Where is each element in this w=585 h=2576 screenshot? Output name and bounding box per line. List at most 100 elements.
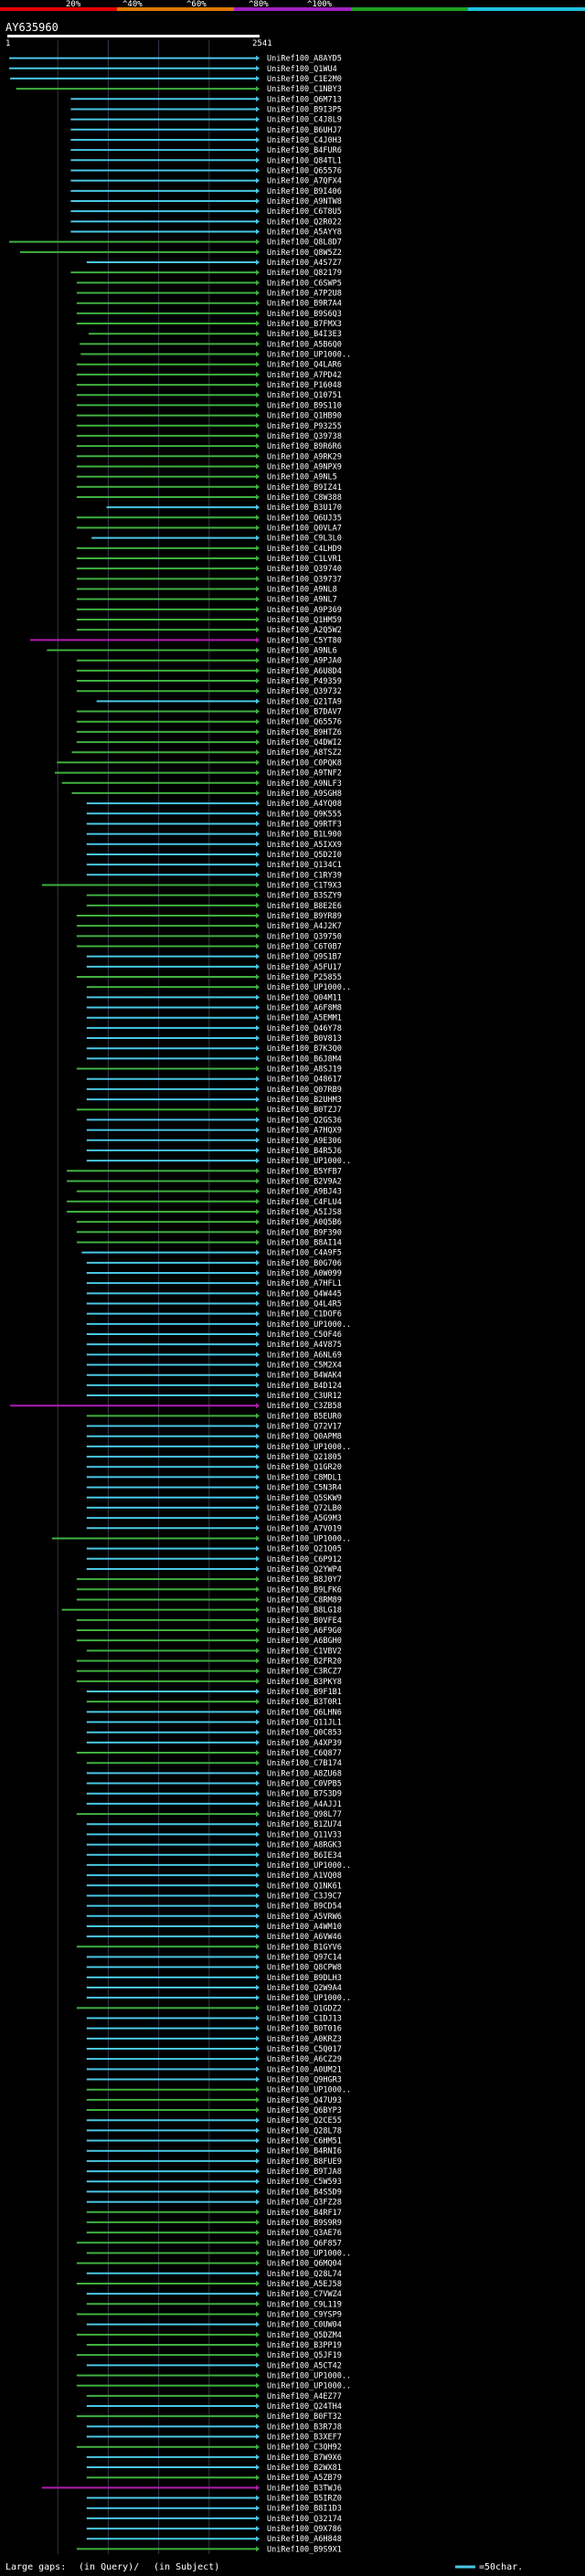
- hit-label: UniRef100_A9NL7: [267, 596, 337, 605]
- hit-label: UniRef100_B6UHJ7: [267, 126, 342, 135]
- hit-label: UniRef100_Q39740: [267, 565, 342, 574]
- identity-scale-bar: 20% ^40% ^60% ^80% ^100%: [0, 0, 585, 11]
- hit-label: UniRef100_Q8L8D7: [267, 239, 342, 248]
- hit-label: UniRef100_UP1000..: [267, 1861, 351, 1871]
- hit-label: UniRef100_A6F8M8: [267, 1004, 342, 1013]
- hit-label: UniRef100_C4J8L9: [267, 116, 342, 125]
- hit-label: UniRef100_B9R7A4: [267, 300, 342, 309]
- footer-query-gap-label: (in Query)/: [79, 2562, 139, 2572]
- hit-label: UniRef100_Q2GS36: [267, 1116, 342, 1125]
- hit-arrow: [256, 1464, 260, 1470]
- hit-label: UniRef100_C8MDL1: [267, 1473, 342, 1482]
- hit-arrow: [256, 933, 260, 939]
- hit-label: UniRef100_B0FT32: [267, 2412, 342, 2422]
- hit-label: UniRef100_B0G706: [267, 1259, 342, 1268]
- hit-arrow: [256, 1606, 260, 1613]
- hit-label: UniRef100_A9TNF2: [267, 769, 342, 779]
- hit-label: UniRef100_A5EJ58: [267, 2280, 342, 2289]
- hit-label: UniRef100_B0T016: [267, 2025, 342, 2034]
- ruler-end-label: 2541: [252, 39, 272, 48]
- hit-arrow: [256, 1127, 260, 1133]
- hit-arrow: [256, 1443, 260, 1449]
- hit-label: UniRef100_A5G9M3: [267, 1514, 342, 1523]
- hit-arrow: [256, 453, 260, 460]
- hit-label: UniRef100_Q21Q05: [267, 1545, 342, 1554]
- hit-label: UniRef100_A9PJA0: [267, 657, 342, 666]
- scale-segment: [117, 7, 234, 11]
- hit-arrow: [256, 657, 260, 663]
- hit-label: UniRef100_Q24TH4: [267, 2402, 342, 2412]
- hit-arrow: [256, 1382, 260, 1388]
- hit-arrow: [256, 1198, 260, 1204]
- hit-arrow: [256, 749, 260, 756]
- hit-label: UniRef100_B7DAV7: [267, 708, 342, 717]
- hit-label: UniRef100_B8FUE9: [267, 2157, 342, 2167]
- hit-arrow: [256, 2199, 260, 2205]
- hit-arrow: [256, 2352, 260, 2359]
- hit-label: UniRef100_B9TJA8: [267, 2168, 342, 2177]
- hit-label: UniRef100_Q32174: [267, 2515, 342, 2524]
- hit-arrow: [256, 790, 260, 796]
- hit-label: UniRef100_B7W9X6: [267, 2454, 342, 2463]
- hit-arrow: [256, 1403, 260, 1409]
- scale-label: ^40%: [122, 0, 143, 9]
- hit-label: UniRef100_A8AYD5: [267, 55, 342, 64]
- hit-label: UniRef100_Q4W445: [267, 1289, 342, 1299]
- hit-arrow: [256, 994, 260, 1001]
- hit-arrow: [256, 290, 260, 296]
- hit-label: UniRef100_B9R6R6: [267, 442, 342, 451]
- hit-label: UniRef100_Q1WU4: [267, 65, 337, 74]
- hit-label: UniRef100_A5AYY8: [267, 228, 342, 238]
- hit-label: UniRef100_Q1NK61: [267, 1882, 342, 1891]
- hit-arrow: [256, 1565, 260, 1572]
- hit-arrow: [256, 1576, 260, 1583]
- hit-arrow: [256, 1739, 260, 1745]
- hit-arrow: [256, 1249, 260, 1256]
- hit-label: UniRef100_C9YSP9: [267, 2310, 342, 2319]
- hit-arrow: [256, 187, 260, 194]
- hit-label: UniRef100_Q21805: [267, 1453, 342, 1462]
- hit-label: UniRef100_A5CT42: [267, 2361, 342, 2370]
- hit-label: UniRef100_Q46Y78: [267, 1024, 342, 1034]
- hit-arrow: [256, 228, 260, 235]
- hit-arrow: [256, 1934, 260, 1940]
- hit-label: UniRef100_UP1000..: [267, 2249, 351, 2258]
- hit-label: UniRef100_B1ZU74: [267, 1820, 342, 1829]
- hit-label: UniRef100_Q6LHN6: [267, 1708, 342, 1717]
- hit-label: UniRef100_C8RM89: [267, 1595, 342, 1605]
- hit-label: UniRef100_Q39750: [267, 932, 342, 941]
- hit-label: UniRef100_C3RCZ7: [267, 1668, 342, 1677]
- hit-arrow: [256, 177, 260, 184]
- hit-arrow: [256, 1535, 260, 1542]
- hit-label: UniRef100_B7K3Q0: [267, 1044, 342, 1054]
- hit-label: UniRef100_A4YQ08: [267, 800, 342, 809]
- hit-label: UniRef100_UP1000..: [267, 2372, 351, 2381]
- hit-label: UniRef100_Q6BYP3: [267, 2106, 342, 2115]
- hit-label: UniRef100_A9NL6: [267, 647, 337, 656]
- hit-label: UniRef100_B6IE34: [267, 1851, 342, 1860]
- hit-arrow: [256, 473, 260, 480]
- hit-arrow: [256, 1086, 260, 1092]
- hit-arrow: [256, 504, 260, 511]
- hit-label: UniRef100_B8E2E6: [267, 902, 342, 911]
- hit-arrow: [256, 1719, 260, 1725]
- hit-label: UniRef100_A8TSZ2: [267, 748, 342, 758]
- hit-label: UniRef100_Q48617: [267, 1076, 342, 1085]
- hit-label: UniRef100_A6NL69: [267, 1351, 342, 1360]
- hit-label: UniRef100_Q4L4R5: [267, 1300, 342, 1309]
- hit-arrow: [256, 525, 260, 531]
- hit-label: UniRef100_Q8W5Z2: [267, 249, 342, 258]
- hit-label: UniRef100_A5IXX9: [267, 841, 342, 850]
- hit-arrow: [256, 300, 260, 306]
- hit-label: UniRef100_A5EMM1: [267, 1014, 342, 1023]
- hit-arrow: [256, 2250, 260, 2256]
- hit-label: UniRef100_B4RNI6: [267, 2147, 342, 2157]
- hit-label: UniRef100_A7V019: [267, 1524, 342, 1533]
- hit-arrow: [256, 2015, 260, 2021]
- footer-subject-gap-label: (in Subject): [154, 2562, 219, 2572]
- hit-arrow: [256, 2301, 260, 2307]
- hit-arrow: [256, 1484, 260, 1490]
- scale-label: ^100%: [307, 0, 333, 9]
- hit-label: UniRef100_A9BJ43: [267, 1188, 342, 1197]
- hit-label: UniRef100_A9P369: [267, 606, 342, 615]
